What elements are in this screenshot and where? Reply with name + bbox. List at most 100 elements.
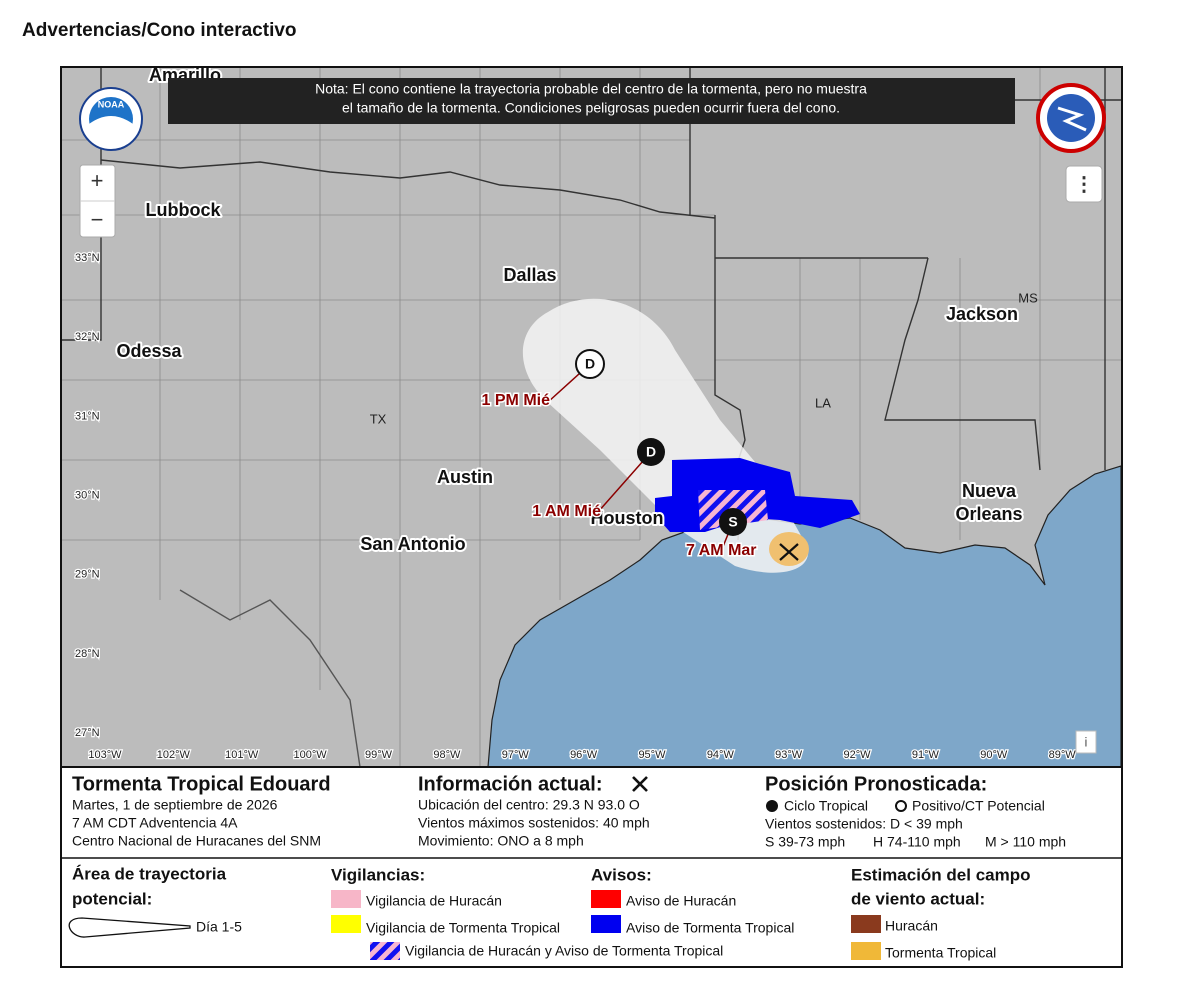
lat-label: 27°N	[75, 727, 100, 739]
storm-advisory: 7 AM CDT Adventencia 4A	[72, 815, 238, 831]
menu-button[interactable]: ⋮	[1074, 173, 1094, 195]
city-label: Austin	[437, 467, 493, 487]
swatch	[331, 915, 361, 933]
legend-item: Aviso de Tormenta Tropical	[626, 920, 794, 936]
map: Amarillo Lubbock Dallas Odessa Austin Ho…	[62, 68, 1121, 767]
current-icon	[632, 776, 648, 792]
path	[884, 257, 1041, 471]
noaa-logo: NOAA	[79, 87, 143, 151]
legend-heading: Avisos:	[591, 865, 652, 884]
swatch	[851, 942, 881, 960]
note-line: el tamaño de la tormenta. Condiciones pe…	[342, 100, 840, 116]
city-label: San Antonio	[360, 534, 465, 554]
legend-item: Vigilancia de Huracán y Aviso de Torment…	[405, 943, 723, 959]
state-label: LA	[815, 395, 831, 410]
menu-button-bg	[1065, 165, 1103, 203]
lat-label: 32°N	[75, 331, 100, 343]
path	[62, 68, 102, 341]
swatch	[851, 915, 881, 933]
forecast-symbol: S	[728, 514, 737, 530]
city-label: Orleans	[955, 504, 1022, 524]
path	[62, 68, 1121, 767]
forecast-s: S 39-73 mph	[765, 834, 845, 850]
swatch	[591, 890, 621, 908]
lon-label: 96°W	[570, 749, 598, 761]
lon-label: 91°W	[912, 749, 940, 761]
lat-label: 30°N	[75, 490, 100, 502]
forecast-marker	[575, 349, 605, 379]
lat-label: 31°N	[75, 410, 100, 422]
current-position	[779, 543, 799, 561]
current-movement: Movimiento: ONO a 8 mph	[418, 833, 584, 849]
lon-label: 100°W	[294, 749, 328, 761]
gulf	[487, 465, 1121, 767]
forecast-symbol: D	[585, 356, 595, 372]
forecast-winds: Vientos sostenidos: D < 39 mph	[765, 816, 963, 832]
city-label: Lubbock	[146, 200, 222, 220]
state-label: MS	[1018, 290, 1038, 305]
counties	[62, 68, 1121, 767]
lon-label: 93°W	[775, 749, 803, 761]
forecast-m: M > 110 mph	[985, 834, 1066, 850]
legend-heading: Vigilancias:	[331, 865, 425, 884]
legend-item: Huracán	[885, 918, 938, 934]
current-location: Ubicación del centro: 29.3 N 93.0 O	[418, 797, 640, 813]
lon-label: 92°W	[844, 749, 872, 761]
forecast-track: D 1 PM Mié D 1 AM Mié S 7 AM Mar	[480, 349, 758, 561]
wind-field	[769, 532, 809, 566]
lon-label: 95°W	[638, 749, 666, 761]
path	[100, 159, 716, 219]
swatch	[331, 890, 361, 908]
legend-item: Aviso de Huracán	[626, 893, 736, 909]
forecast-h: H 74-110 mph	[873, 834, 961, 850]
lon-label: 90°W	[980, 749, 1008, 761]
legend-heading: Estimación del campo	[851, 865, 1031, 884]
note-banner	[168, 78, 1015, 124]
lon-label: 98°W	[433, 749, 461, 761]
swatch	[591, 915, 621, 933]
legend-item: Día 1-5	[196, 919, 242, 935]
forecast-marker	[637, 438, 665, 466]
path	[89, 116, 133, 146]
storm-name: Tormenta Tropical Edouard	[72, 773, 331, 795]
potential-icon	[895, 800, 907, 812]
zoom-out[interactable]: −	[91, 207, 104, 232]
current-winds: Vientos máximos sostenidos: 40 mph	[418, 815, 650, 831]
forecast-tropical: Ciclo Tropical	[784, 798, 868, 814]
page-title: Advertencias/Cono interactivo	[22, 20, 297, 41]
legend-heading: Área de trayectoria	[72, 864, 227, 883]
legend-heading: potencial:	[72, 889, 152, 908]
cone-icon	[68, 917, 191, 938]
nws-logo	[1036, 83, 1106, 153]
path	[179, 589, 361, 767]
info-button[interactable]: i	[1085, 734, 1088, 749]
legend-item: Tormenta Tropical	[885, 945, 996, 961]
graticule-labels: 33°N 32°N 31°N 30°N 29°N 28°N 27°N 103°W 102°W 10…	[74, 251, 1078, 763]
lon-label: 99°W	[365, 749, 393, 761]
storm-date: Martes, 1 de septiembre de 2026	[72, 797, 278, 813]
logo-text: NOAA	[98, 99, 125, 109]
lon-label: 89°W	[1049, 749, 1077, 761]
lon-label: 97°W	[502, 749, 530, 761]
note-line: Nota: El cono contiene la trayectoria pr…	[315, 81, 867, 97]
city-label: Nueva	[962, 481, 1017, 501]
swatch	[370, 942, 400, 960]
panel-frame	[60, 766, 1123, 968]
zoom-in[interactable]: +	[91, 168, 104, 193]
storm-center: Centro Nacional de Huracanes del SNM	[72, 833, 321, 849]
forecast-label: 1 PM Mié	[482, 392, 551, 409]
forecast-potential: Positivo/CT Potencial	[912, 798, 1045, 814]
city-label: Jackson	[946, 304, 1018, 324]
tropical-icon	[766, 800, 778, 812]
lon-label: 102°W	[157, 749, 191, 761]
city-label: Odessa	[116, 341, 182, 361]
forecast-symbol: D	[646, 444, 656, 460]
forecast-heading: Posición Pronosticada:	[765, 773, 987, 795]
info-button-bg	[1075, 730, 1097, 754]
lat-label: 33°N	[75, 252, 100, 264]
lon-label: 101°W	[225, 749, 259, 761]
lon-label: 103°W	[88, 749, 122, 761]
info-panel: Tormenta Tropical Edouard Martes, 1 de s…	[60, 766, 1123, 968]
legend-item: Vigilancia de Tormenta Tropical	[366, 920, 560, 936]
